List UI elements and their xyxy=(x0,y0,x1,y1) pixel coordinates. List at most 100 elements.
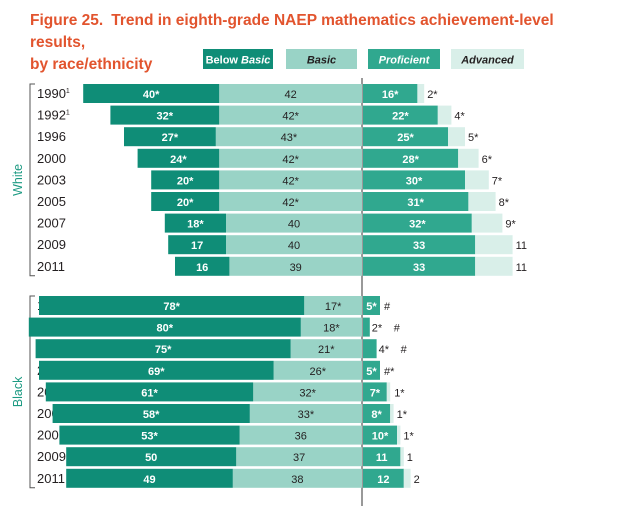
legend-swatch-advanced xyxy=(451,49,524,69)
label-below-basic: 69* xyxy=(148,366,165,378)
bar-proficient xyxy=(363,360,380,380)
label-proficient: 12 xyxy=(377,474,389,486)
label-advanced: 1* xyxy=(403,431,414,443)
label-advanced: # xyxy=(394,323,401,335)
bar-proficient xyxy=(363,148,459,168)
label-basic: 39 xyxy=(290,262,302,274)
label-basic: 26* xyxy=(310,366,327,378)
bar-advanced xyxy=(390,404,394,423)
bar-proficient xyxy=(363,447,401,467)
label-proficient: 10* xyxy=(372,431,389,443)
label-basic: 17* xyxy=(325,301,342,313)
year-label: 2009 xyxy=(37,449,66,464)
label-advanced: 4* xyxy=(454,111,465,123)
label-below-basic: 20* xyxy=(177,175,194,187)
label-basic: 37 xyxy=(293,452,305,464)
label-advanced: 5* xyxy=(468,132,479,144)
label-proficient: 5* xyxy=(366,366,377,378)
label-advanced: 1 xyxy=(407,452,413,464)
bar-basic xyxy=(239,425,362,445)
bar-below-basic xyxy=(45,382,254,402)
label-advanced: 1* xyxy=(394,387,405,399)
bar-basic xyxy=(300,317,362,337)
label-below-basic: 20* xyxy=(177,197,194,209)
bar-proficient xyxy=(363,317,370,337)
bar-below-basic xyxy=(66,447,237,467)
label-basic: 32* xyxy=(299,387,316,399)
label-advanced: 11 xyxy=(516,262,527,274)
label-advanced: 2 xyxy=(414,474,420,486)
year-label: 1996 xyxy=(37,129,66,144)
bar-proficient xyxy=(363,127,448,147)
bar-proficient xyxy=(363,235,476,255)
label-advanced: # xyxy=(384,301,391,313)
label-below-basic: 17 xyxy=(191,240,203,252)
bar-proficient xyxy=(363,425,397,445)
bar-basic xyxy=(249,404,362,423)
bar-advanced xyxy=(458,148,479,168)
label-advanced: #* xyxy=(384,366,395,378)
bar-below-basic xyxy=(59,425,240,445)
bar-advanced xyxy=(475,256,513,276)
label-proficient: 33 xyxy=(413,240,425,252)
bar-advanced xyxy=(386,382,391,402)
legend-label-basic: Basic xyxy=(307,55,336,67)
bar-proficient xyxy=(363,404,391,423)
bar-advanced xyxy=(468,192,496,211)
year-label: 19901 xyxy=(37,86,70,101)
bar-advanced xyxy=(465,170,489,190)
legend-label-advanced: Advanced xyxy=(460,55,514,67)
label-proficient: 22* xyxy=(392,111,409,123)
bar-advanced xyxy=(403,468,411,488)
label-below-basic: 58* xyxy=(143,409,160,421)
bar-proficient xyxy=(363,256,476,276)
year-label: 2009 xyxy=(37,237,66,252)
year-label: 2007 xyxy=(37,216,66,231)
label-below-basic: 27* xyxy=(162,132,179,144)
label-below-basic: 40* xyxy=(143,89,160,101)
year-label: 2003 xyxy=(37,172,66,187)
bar-proficient xyxy=(363,296,380,315)
label-basic: 42* xyxy=(282,197,299,209)
bar-below-basic xyxy=(124,127,216,147)
group-label-black: Black xyxy=(11,376,25,407)
label-below-basic: 18* xyxy=(187,219,204,231)
bar-below-basic xyxy=(39,360,274,380)
bar-below-basic xyxy=(39,296,305,315)
label-below-basic: 32* xyxy=(157,111,174,123)
label-proficient: 32* xyxy=(409,219,426,231)
figure-label: Figure 25. xyxy=(30,12,104,29)
bar-basic xyxy=(229,256,362,276)
bar-advanced xyxy=(471,213,503,233)
bar-below-basic xyxy=(137,148,220,168)
bar-basic xyxy=(219,170,362,190)
bar-basic xyxy=(253,382,362,402)
bar-advanced xyxy=(448,127,465,147)
group-bracket-black xyxy=(29,295,35,489)
label-below-basic: 80* xyxy=(157,323,174,335)
bar-basic xyxy=(226,213,362,233)
label-advanced: 8* xyxy=(499,197,510,209)
label-below-basic: 24* xyxy=(170,154,187,166)
bar-below-basic xyxy=(175,256,230,276)
bar-basic xyxy=(219,192,362,211)
label-proficient: 4* xyxy=(379,344,390,356)
bar-below-basic xyxy=(168,235,226,255)
label-basic: 42* xyxy=(282,175,299,187)
label-proficient: 2* xyxy=(372,323,383,335)
label-proficient: 28* xyxy=(402,154,419,166)
bar-basic xyxy=(219,84,362,103)
bar-proficient xyxy=(363,84,418,103)
label-advanced: 9* xyxy=(505,219,516,231)
label-basic: 42* xyxy=(282,111,299,123)
legend-swatch-basic xyxy=(286,49,357,69)
label-below-basic: 49 xyxy=(143,474,155,486)
bar-advanced xyxy=(417,84,425,103)
label-basic: 42* xyxy=(282,154,299,166)
bar-basic xyxy=(236,447,362,467)
label-proficient: 30* xyxy=(406,175,423,187)
bar-below-basic xyxy=(164,213,226,233)
label-advanced: # xyxy=(401,344,408,356)
bar-advanced xyxy=(400,447,404,467)
label-advanced: 7* xyxy=(492,175,503,187)
